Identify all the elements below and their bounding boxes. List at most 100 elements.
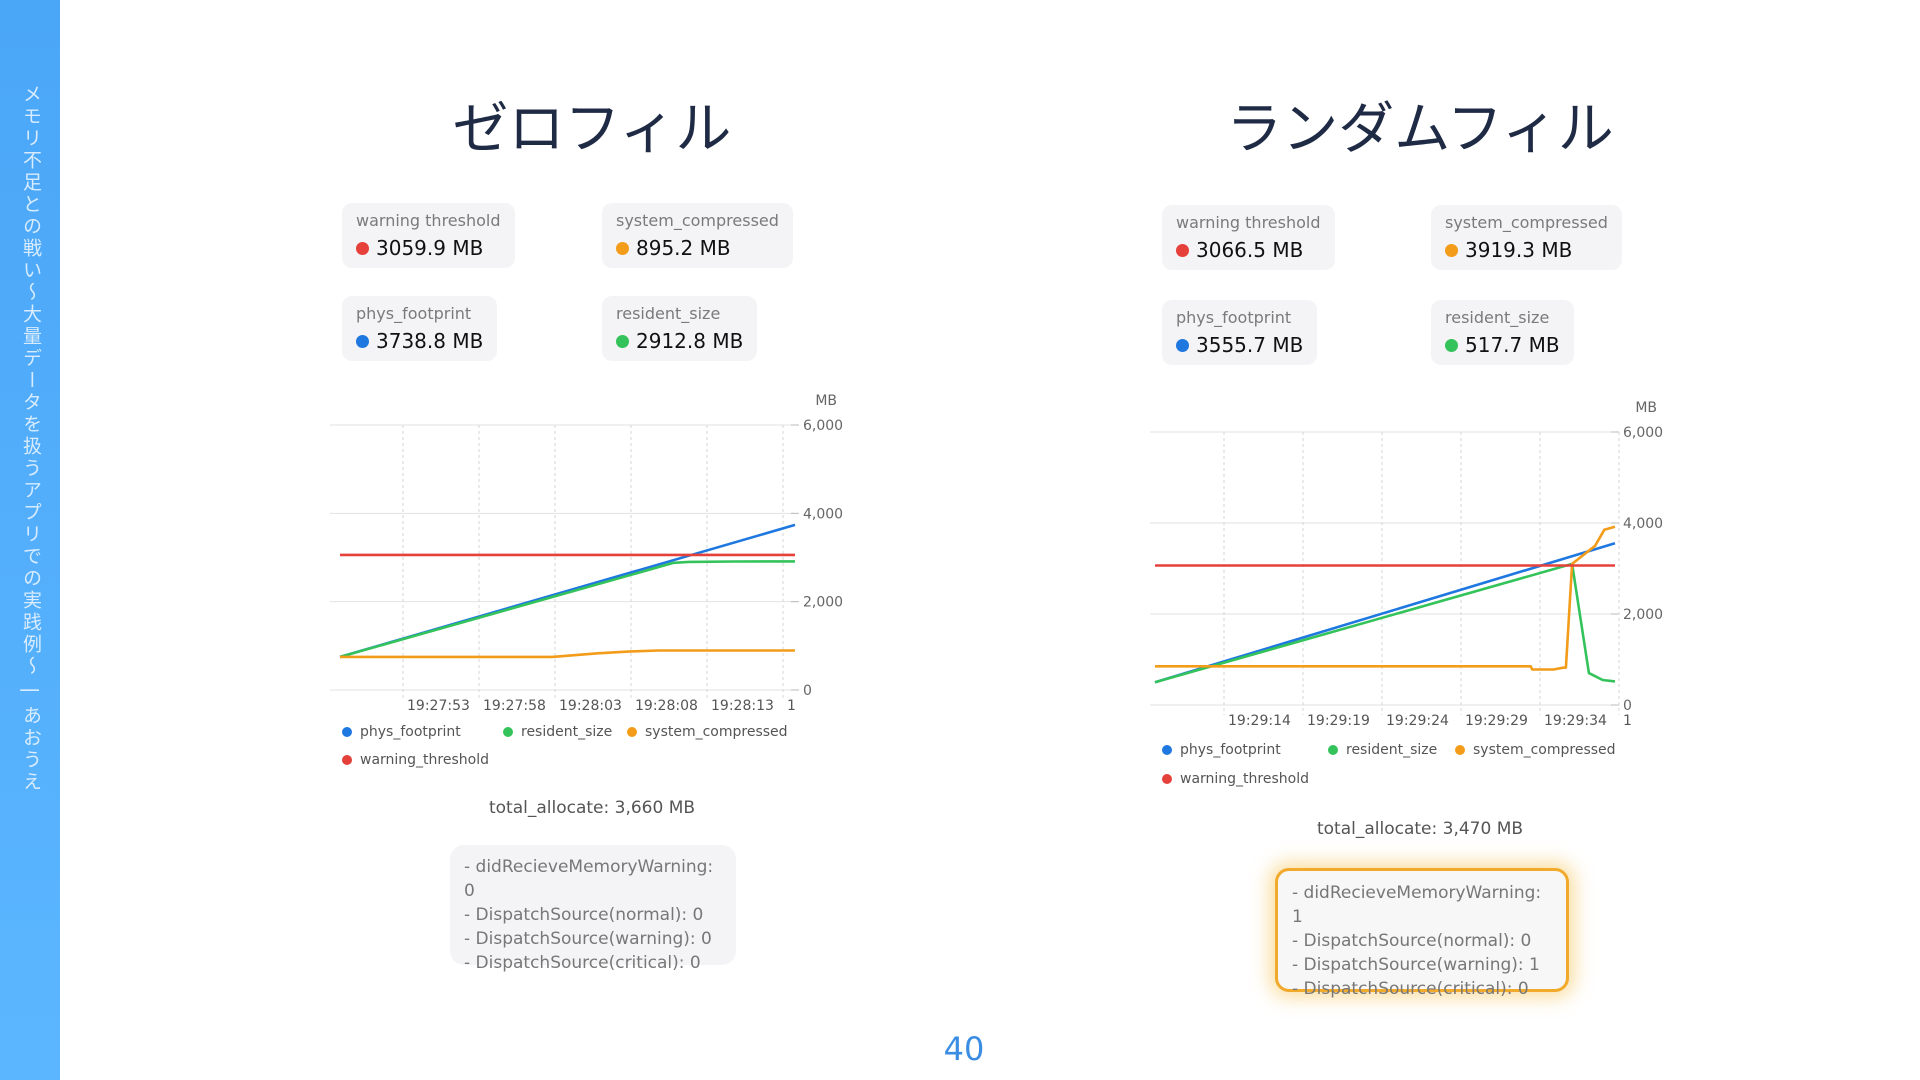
stat-value: 2912.8 MB [616,329,743,353]
left-stat-resident-size: resident_size 2912.8 MB [602,296,758,361]
orange-dot-icon [1445,243,1458,257]
stat-value-text: 895.2 MB [636,236,731,260]
legend-system-compressed: system_compressed [1455,742,1616,758]
legend-system-compressed: system_compressed [627,724,788,740]
legend-label: system_compressed [1473,742,1616,758]
stat-value: 895.2 MB [616,236,779,260]
counter-line: - DispatchSource(normal): 0 [464,905,704,925]
blue-dot-icon [342,727,352,737]
left-stat-warning-threshold: warning threshold 3059.9 MB [342,203,515,268]
legend-label: phys_footprint [1180,742,1281,758]
orange-dot-icon [1455,745,1465,755]
stat-value-text: 2912.8 MB [636,329,744,353]
green-dot-icon [1328,745,1338,755]
right-total-allocate: total_allocate: 3,470 MB [1316,819,1524,839]
blue-dot-icon [1176,338,1189,352]
legend-label: phys_footprint [360,724,461,740]
y-tick-label: 2,000 [803,595,843,611]
stat-value-text: 3738.8 MB [376,329,484,353]
right-warning-counters-highlighted: - didRecieveMemoryWarning: 1 - DispatchS… [1275,868,1569,999]
stat-value-text: 3919.3 MB [1465,238,1573,262]
x-tick-label: 1 [1623,713,1632,729]
stat-value: 3555.7 MB [1176,333,1303,357]
legend-label: system_compressed [645,724,788,740]
stat-label: resident_size [1445,308,1550,327]
green-dot-icon [503,727,513,737]
right-stat-resident-size: resident_size 517.7 MB [1431,300,1574,365]
stat-value-text: 517.7 MB [1465,333,1560,357]
counter-line: - didRecieveMemoryWarning: 1 [1292,883,1542,927]
stat-value-text: 3066.5 MB [1196,238,1304,262]
y-tick-label: 6,000 [803,418,843,434]
stat-value: 3919.3 MB [1445,238,1608,262]
left-warning-counters: - didRecieveMemoryWarning: 0 - DispatchS… [450,845,736,973]
counter-line: - DispatchSource(critical): 0 [464,953,701,973]
stat-label: warning threshold [1176,213,1321,232]
red-dot-icon [1176,243,1189,257]
legend-phys-footprint: phys_footprint [1162,742,1281,758]
green-dot-icon [1445,338,1458,352]
y-unit-label: MB [1635,400,1657,416]
blue-dot-icon [1162,745,1172,755]
y-tick-label: 2,000 [1623,607,1663,623]
series-line-system-compressed [1155,525,1616,671]
x-tick-label: 19:28:08 [635,698,698,714]
series-line-system-compressed [340,649,795,659]
legend-warning-threshold: warning_threshold [1162,771,1309,787]
stat-value-text: 3059.9 MB [376,236,484,260]
legend-resident-size: resident_size [1328,742,1437,758]
red-dot-icon [356,241,369,255]
series-line-resident-size [1154,562,1616,684]
y-unit-label: MB [815,393,837,409]
orange-dot-icon [627,727,637,737]
page-number: 40 [943,1030,985,1068]
counter-line: - DispatchSource(warning): 0 [464,929,712,949]
blue-dot-icon [356,334,369,348]
sidebar-band: メモリ不足との戦い〜大量データを扱うアプリでの実践例〜 | あおうえ [0,0,60,1080]
counter-line: - DispatchSource(warning): 1 [1292,955,1540,975]
counter-line: - DispatchSource(critical): 0 [1292,979,1529,999]
x-tick-label: 19:29:19 [1307,713,1370,729]
y-tick-label: 4,000 [803,506,843,522]
stat-label: phys_footprint [356,304,472,323]
x-tick-label: 19:27:53 [407,698,470,714]
left-stat-phys-footprint: phys_footprint 3738.8 MB [342,296,498,361]
stat-value: 517.7 MB [1445,333,1560,357]
right-stat-system-compressed: system_compressed 3919.3 MB [1431,205,1622,270]
y-tick-label: 0 [1623,698,1632,714]
y-tick-label: 6,000 [1623,425,1663,441]
x-tick-label: 19:28:13 [711,698,774,714]
stat-value: 3738.8 MB [356,329,483,353]
right-stat-phys-footprint: phys_footprint 3555.7 MB [1162,300,1318,365]
green-dot-icon [616,334,629,348]
legend-label: warning_threshold [1180,771,1309,787]
left-title: ゼロフィル [452,97,732,162]
x-tick-label: 19:29:29 [1465,713,1528,729]
x-tick-label: 19:28:03 [559,698,622,714]
legend-phys-footprint: phys_footprint [342,724,461,740]
y-tick-label: 4,000 [1623,516,1663,532]
stat-label: phys_footprint [1176,308,1292,327]
counter-line: - didRecieveMemoryWarning: 0 [464,857,714,901]
legend-label: resident_size [1346,742,1438,758]
left-memory-chart: MB 0 2,000 4,000 6,000 19:27:53 19:27:58 19:28:… [330,393,843,714]
stat-value: 3066.5 MB [1176,238,1321,262]
right-memory-chart: MB 0 2,000 4,000 6,000 19:29:14 19:29:19 19:29:… [1150,400,1663,729]
left-total-allocate: total_allocate: 3,660 MB [488,798,696,818]
x-tick-label: 19:27:58 [483,698,546,714]
legend-warning-threshold: warning_threshold [342,752,489,768]
stat-value: 3059.9 MB [356,236,501,260]
stat-label: warning threshold [356,211,501,230]
legend-label: warning_threshold [360,752,489,768]
right-stat-warning-threshold: warning threshold 3066.5 MB [1162,205,1335,270]
orange-dot-icon [616,241,629,255]
stat-label: resident_size [616,304,721,323]
stat-value-text: 3555.7 MB [1196,333,1304,357]
stat-label: system_compressed [1445,213,1608,232]
right-title: ランダムフィル [1226,97,1614,162]
x-tick-label: 19:29:34 [1544,713,1607,729]
sidebar-caption: メモリ不足との戦い〜大量データを扱うアプリでの実践例〜 | あおうえ [20,84,42,794]
legend-resident-size: resident_size [503,724,612,740]
x-tick-label: 19:29:14 [1228,713,1291,729]
red-dot-icon [342,755,352,765]
